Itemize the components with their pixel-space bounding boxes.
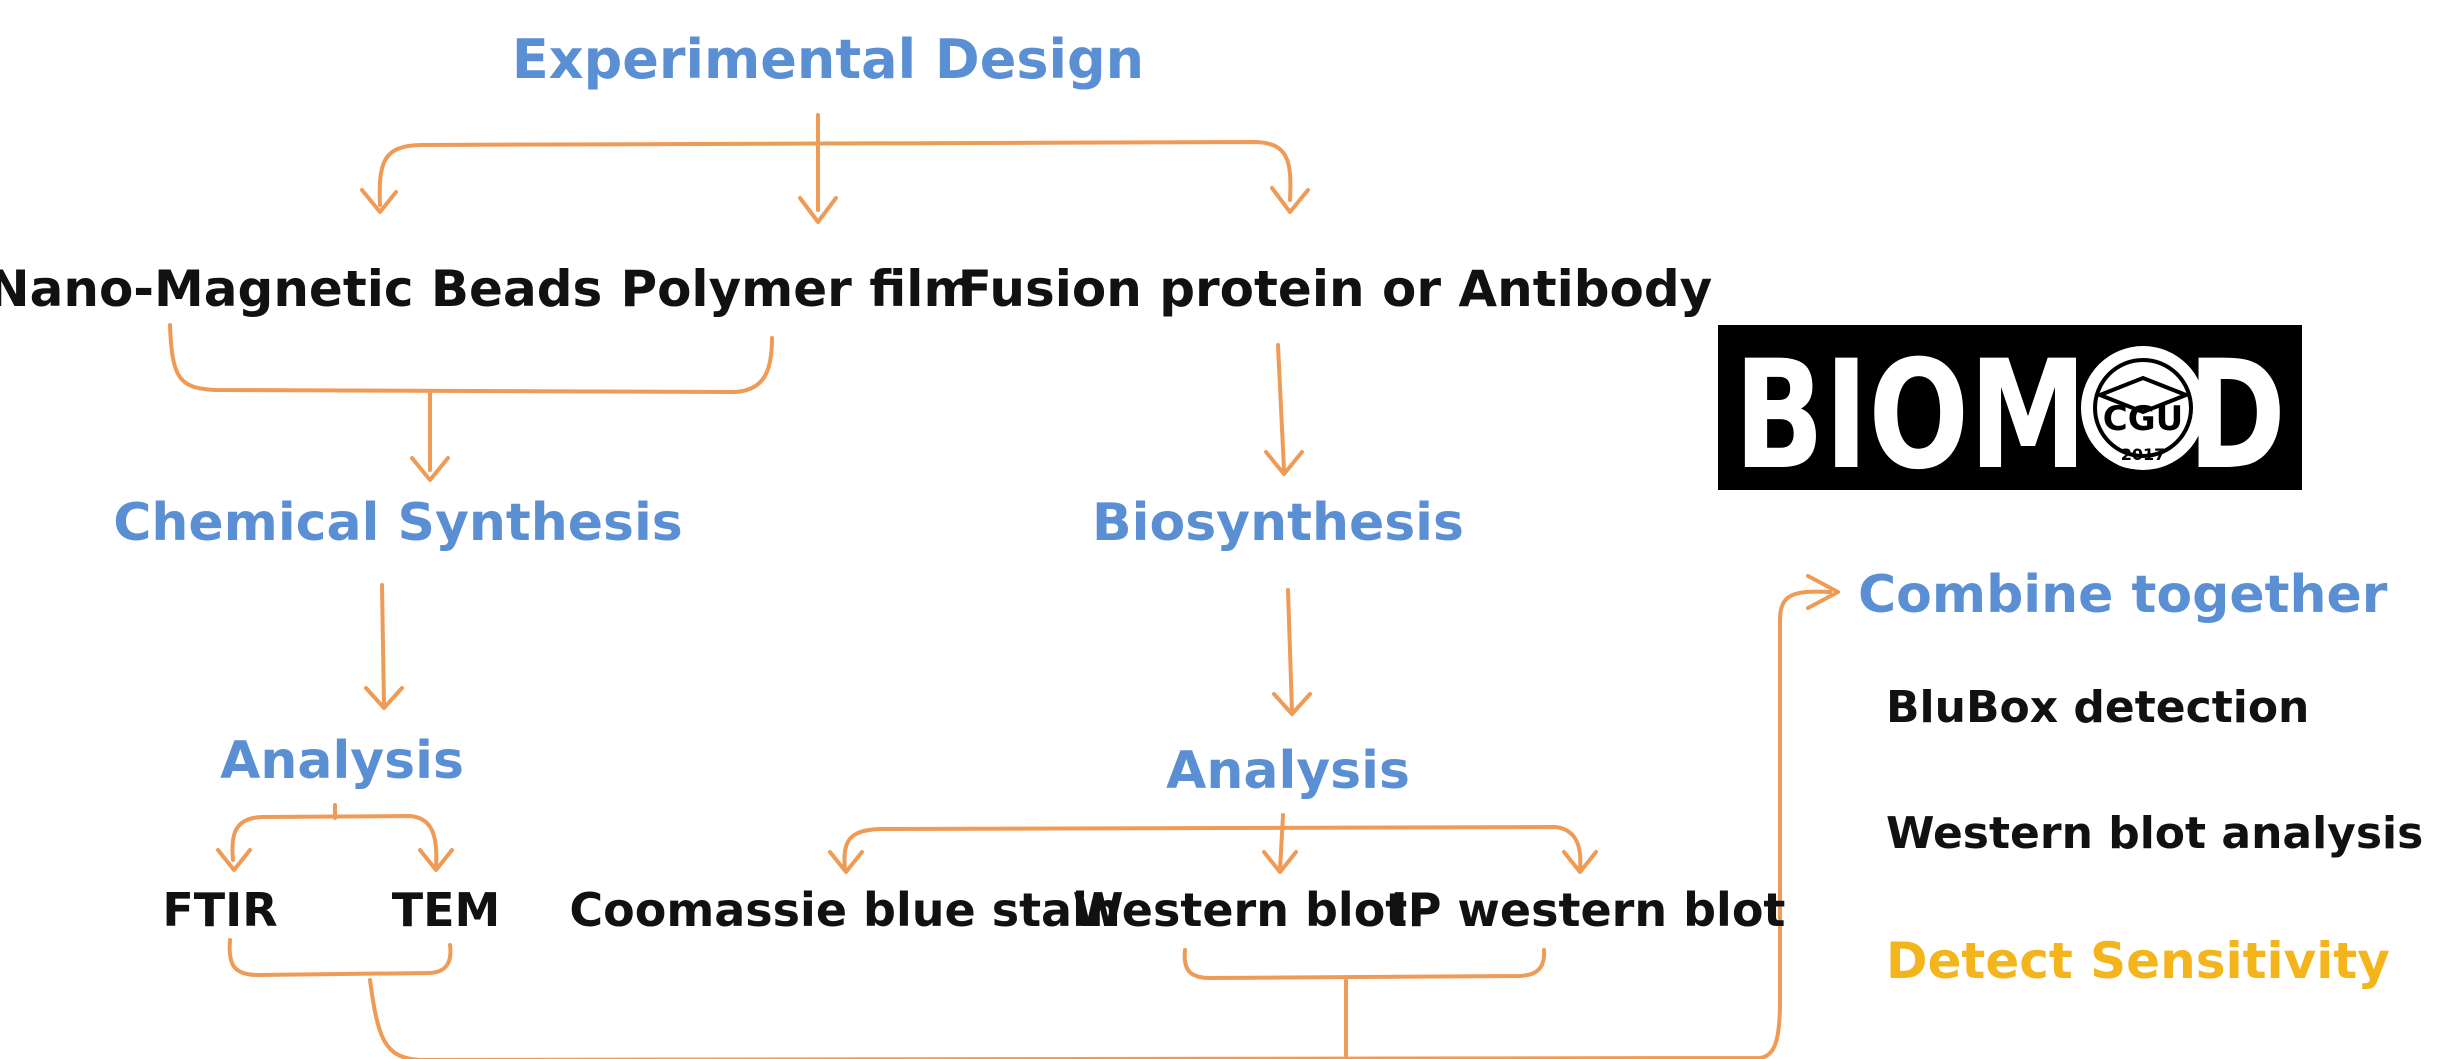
western-ip-merge-connector [1182,948,1547,980]
chemical-merge-connector [168,323,774,472]
bio-analysis-label: Analysis [1166,741,1410,801]
arrowhead-beads-icon [360,188,398,214]
biomod-logo: BIOMOD CGU 2017 [1718,325,2302,503]
arrowhead-combine-icon [1806,574,1840,610]
ftir-tem-merge-connector [227,938,453,977]
method-ip-western: IP western blot [1391,883,1786,937]
bio-connector [1276,343,1286,472]
arrowhead-polymer-icon [798,196,838,224]
logo-badge-text: CGU [2103,399,2183,439]
branch-polymer: Polymer film [620,260,975,318]
biosynthesis-label: Biosynthesis [1092,493,1464,553]
diagram-title: Experimental Design [512,28,1144,91]
method-ftir: FTIR [162,883,277,937]
arrowhead-tem-icon [418,848,454,872]
combine-label: Combine together [1858,565,2388,625]
detect-sensitivity-label: Detect Sensitivity [1886,932,2390,990]
bio-methods-split-connector [842,813,1583,872]
method-tem: TEM [392,883,501,937]
logo-badge-year: 2017 [2121,445,2166,464]
combine-item-blubox: BluBox detection [1886,682,2309,733]
connectors [168,113,1840,1059]
logo-badge-ring [2093,358,2193,458]
ftir-tem-split-connector [230,803,439,870]
arrowhead-fusion-icon [1270,186,1310,214]
arrowhead-bio-analysis-icon [1272,692,1312,716]
arrowhead-ftir-icon [216,848,252,872]
arrowhead-chem-analysis-icon [364,686,404,710]
title-split-connector [377,113,1293,212]
combine-connector [368,589,1832,1059]
arrowhead-western-icon [1262,850,1298,874]
arrowhead-ip-icon [1562,850,1598,874]
method-western: Western blot [1073,883,1408,937]
arrowhead-chemical-icon [410,456,450,482]
chemical-analysis-label: Analysis [220,731,464,791]
branch-fusion: Fusion protein or Antibody [958,260,1713,318]
arrowhead-coomassie-icon [828,850,864,874]
chemical-synthesis-label: Chemical Synthesis [113,493,683,553]
combine-item-western: Western blot analysis [1886,808,2423,859]
arrowhead-bio-icon [1264,450,1304,476]
chemical-analysis-connector [380,583,386,707]
bio-analysis-connector [1286,588,1294,714]
method-coomassie: Coomassie blue stain [569,883,1120,937]
graduation-cap-icon [2094,375,2192,415]
branch-beads: Nano-Magnetic Beads [0,260,602,318]
